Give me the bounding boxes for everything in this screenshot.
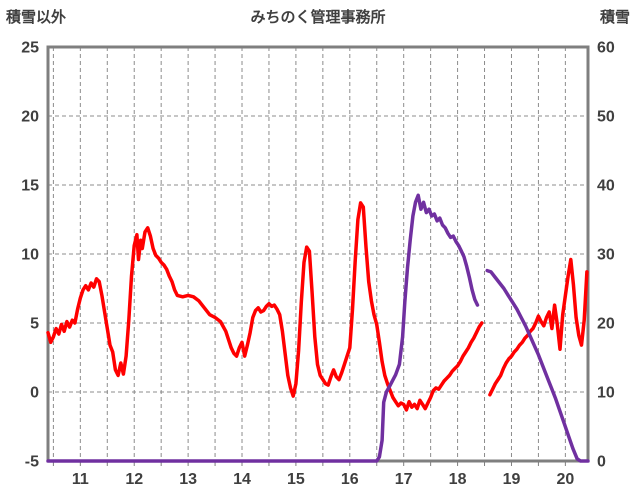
x-axis-tick-label: 13 xyxy=(179,471,197,488)
x-axis-tick-label: 18 xyxy=(449,471,467,488)
x-axis-tick-label: 20 xyxy=(556,471,574,488)
right-axis-tick-label: 10 xyxy=(597,385,615,402)
right-axis-tick-label: 40 xyxy=(597,178,615,195)
x-axis-tick-label: 12 xyxy=(125,471,143,488)
left-axis-tick-label: -5 xyxy=(25,454,39,471)
chart-title: みちのく管理事務所 xyxy=(250,9,386,26)
right-axis-tick-label: 20 xyxy=(597,316,615,333)
right-axis-tick-label: 0 xyxy=(597,454,606,471)
x-axis-tick-label: 17 xyxy=(395,471,413,488)
x-axis-tick-label: 11 xyxy=(72,471,89,488)
left-axis-tick-label: 25 xyxy=(21,40,39,57)
series-line-red xyxy=(488,257,589,397)
series-line-purple xyxy=(485,268,590,463)
right-axis-title: 積雪 xyxy=(599,9,630,26)
series-line-red xyxy=(46,201,484,412)
left-axis-tick-label: 0 xyxy=(30,385,39,402)
x-axis-tick-label: 19 xyxy=(503,471,521,488)
right-axis-tick-label: 30 xyxy=(597,247,615,264)
x-axis-tick-label: 15 xyxy=(287,471,305,488)
x-axis-tick-label: 14 xyxy=(233,471,251,488)
x-axis-tick-label: 16 xyxy=(341,471,359,488)
left-axis-tick-label: 15 xyxy=(21,178,39,195)
left-axis-tick-label: 20 xyxy=(21,109,39,126)
left-axis-title: 積雪以外 xyxy=(6,9,67,26)
right-axis-tick-label: 60 xyxy=(597,40,615,57)
left-axis-tick-label: 5 xyxy=(30,316,39,333)
left-axis-tick-label: 10 xyxy=(21,247,39,264)
series-line-purple xyxy=(46,193,480,463)
right-axis-tick-label: 50 xyxy=(597,109,615,126)
